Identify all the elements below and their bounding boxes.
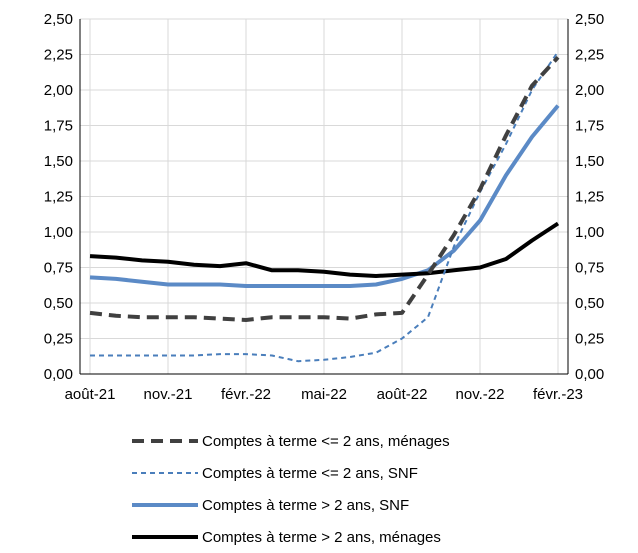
series-line-3 bbox=[89, 104, 560, 288]
x-tick-label: févr.-23 bbox=[533, 386, 583, 403]
chart-grid bbox=[80, 18, 568, 374]
legend-swatch bbox=[132, 535, 198, 539]
x-tick-label: mai-22 bbox=[301, 386, 347, 403]
y-tick-label-right: 1,50 bbox=[575, 153, 604, 170]
legend-item: Comptes à terme > 2 ans, ménages bbox=[130, 521, 450, 553]
legend-swatch bbox=[132, 439, 198, 443]
chart-series bbox=[89, 51, 560, 363]
legend-label: Comptes à terme <= 2 ans, SNF bbox=[202, 464, 418, 482]
y-tick-label-left: 1,00 bbox=[44, 224, 73, 241]
legend-swatch bbox=[132, 472, 198, 474]
y-tick-label-right: 0,00 bbox=[575, 366, 604, 383]
series-line-1 bbox=[89, 55, 560, 322]
x-tick-label: août-22 bbox=[377, 386, 428, 403]
y-tick-label-left: 0,25 bbox=[44, 331, 73, 348]
y-tick-label-right: 0,25 bbox=[575, 331, 604, 348]
y-tick-label-right: 0,50 bbox=[575, 295, 604, 312]
y-tick-label-left: 2,50 bbox=[44, 11, 73, 28]
y-tick-label-right: 0,75 bbox=[575, 260, 604, 277]
legend-label: Comptes à terme > 2 ans, SNF bbox=[202, 496, 410, 514]
y-tick-label-left: 1,25 bbox=[44, 189, 73, 206]
y-tick-label-right: 1,25 bbox=[575, 189, 604, 206]
y-tick-label-left: 2,00 bbox=[44, 82, 73, 99]
legend-item: Comptes à terme <= 2 ans, ménages bbox=[130, 425, 450, 457]
y-tick-label-right: 2,25 bbox=[575, 47, 604, 64]
y-tick-label-right: 2,50 bbox=[575, 11, 604, 28]
chart-tick-labels: 0,00 0,00 0,25 0,25 0,50 0,50 0,75 0,75 1,00 1,00… bbox=[44, 11, 604, 403]
y-tick-label-right: 1,75 bbox=[575, 118, 604, 135]
legend-item: Comptes à terme <= 2 ans, SNF bbox=[130, 457, 450, 489]
y-tick-label-left: 0,00 bbox=[44, 366, 73, 383]
y-tick-label-left: 0,50 bbox=[44, 295, 73, 312]
legend-label: Comptes à terme <= 2 ans, ménages bbox=[202, 432, 450, 450]
x-tick-label: févr.-22 bbox=[221, 386, 271, 403]
x-tick-label: nov.-22 bbox=[456, 386, 505, 403]
y-tick-label-right: 2,00 bbox=[575, 82, 604, 99]
x-tick-label: août-21 bbox=[65, 386, 116, 403]
chart-legend: Comptes à terme <= 2 ans, ménages Comptes… bbox=[130, 425, 450, 553]
y-tick-label-left: 2,25 bbox=[44, 47, 73, 64]
chart-axes bbox=[79, 19, 569, 375]
legend-swatch bbox=[132, 503, 198, 507]
y-tick-label-left: 1,50 bbox=[44, 153, 73, 170]
y-tick-label-right: 1,00 bbox=[575, 224, 604, 241]
y-tick-label-left: 0,75 bbox=[44, 260, 73, 277]
legend-label: Comptes à terme > 2 ans, ménages bbox=[202, 528, 441, 546]
series-line-4 bbox=[89, 221, 560, 278]
legend-item: Comptes à terme > 2 ans, SNF bbox=[130, 489, 450, 521]
y-tick-label-left: 1,75 bbox=[44, 118, 73, 135]
x-tick-label: nov.-21 bbox=[144, 386, 193, 403]
